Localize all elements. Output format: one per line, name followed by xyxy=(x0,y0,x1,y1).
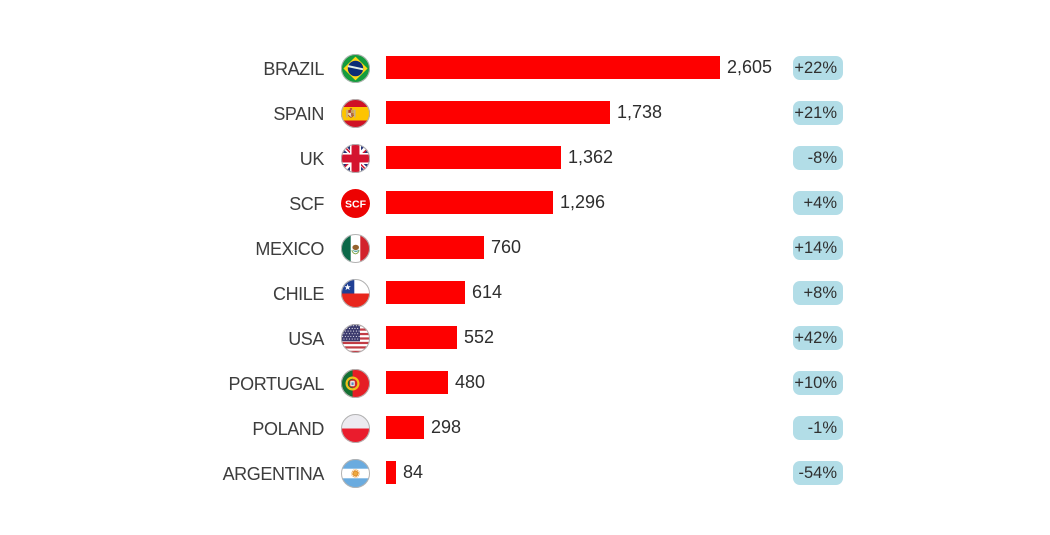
svg-text:SCF: SCF xyxy=(345,199,367,211)
